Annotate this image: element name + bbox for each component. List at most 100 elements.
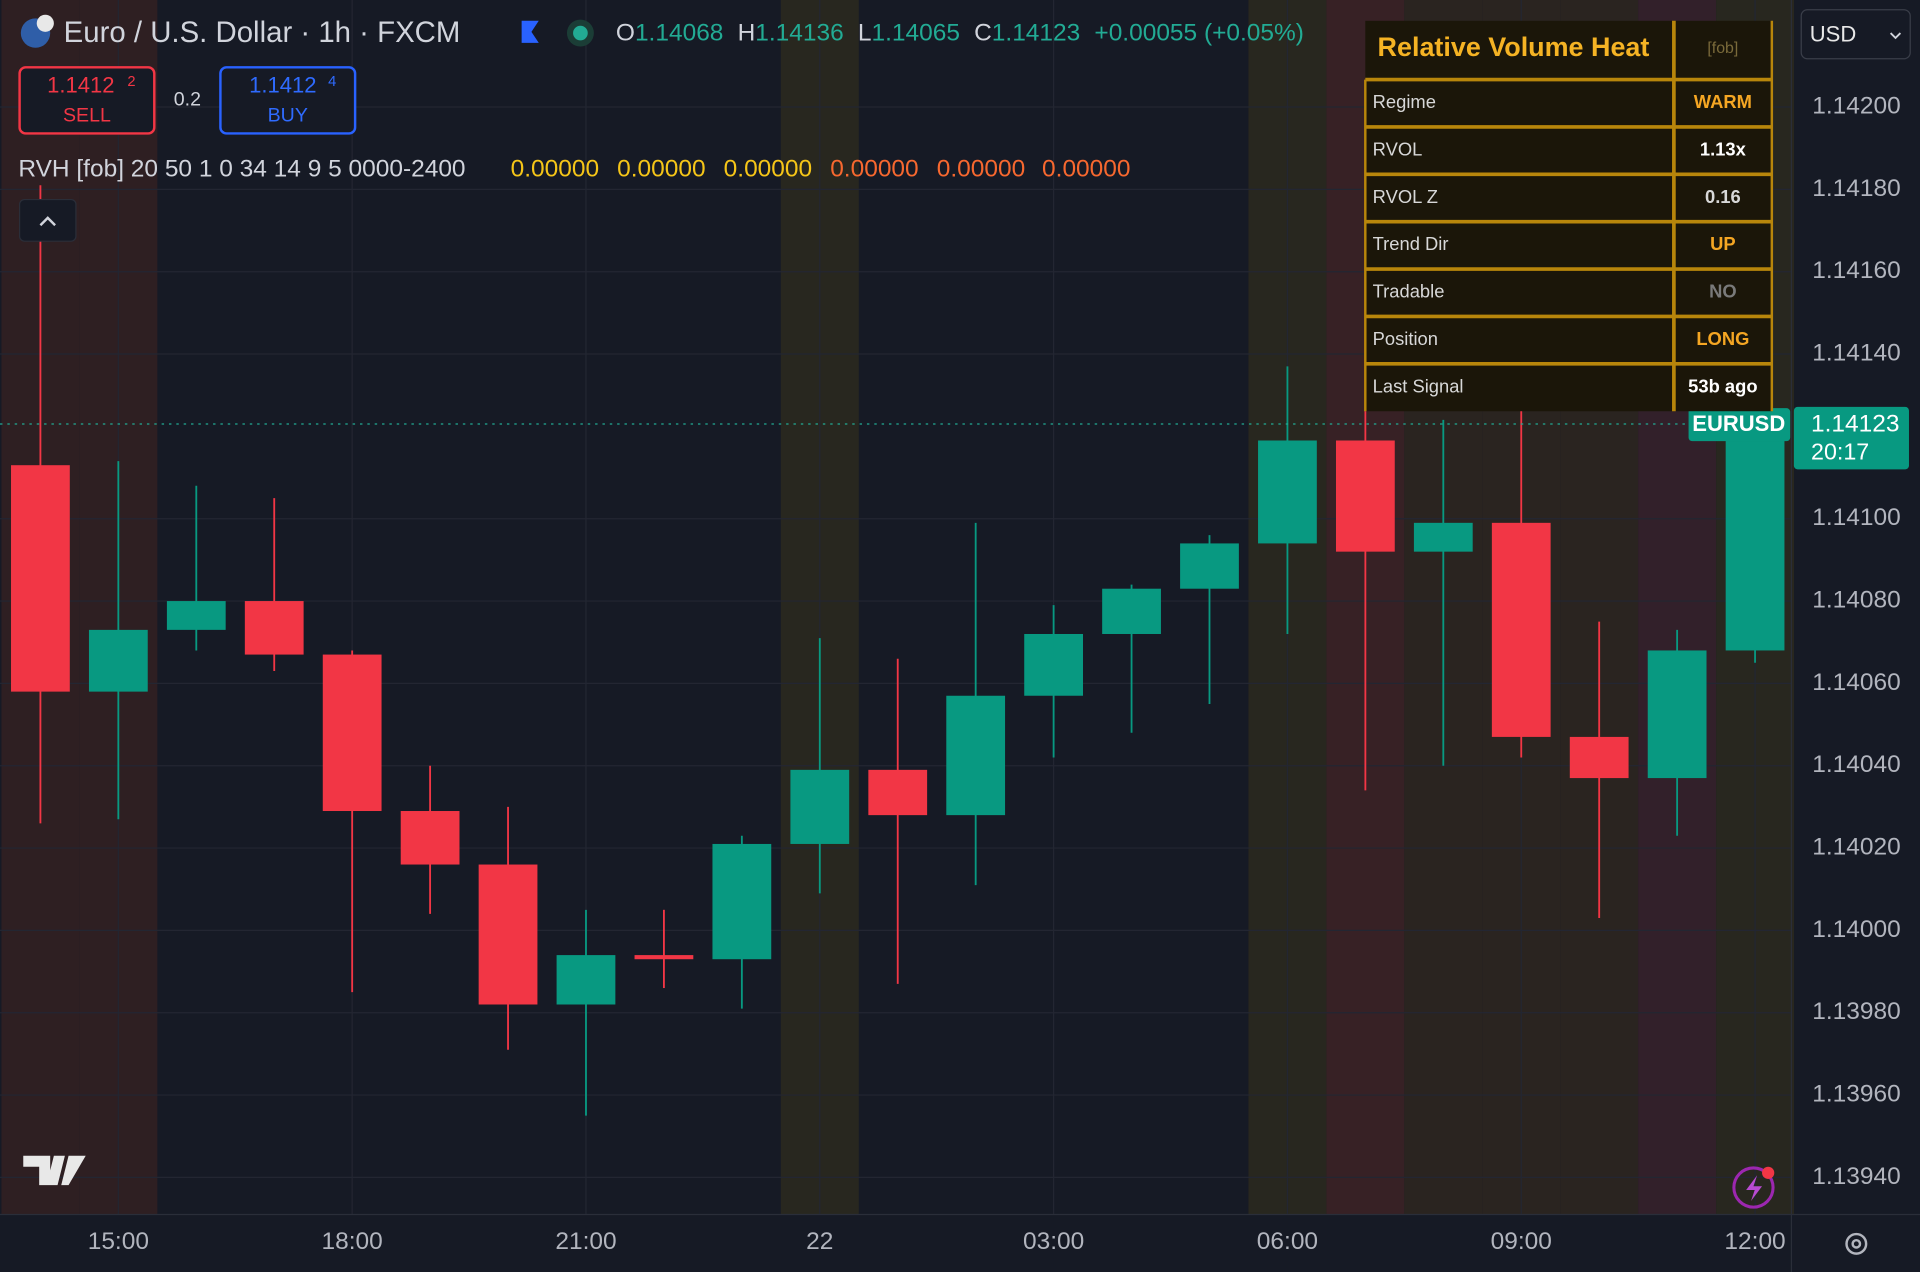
indicator-label: RVH [fob] 20 50 1 0 34 14 9 5 0000-2400 (18, 156, 465, 183)
candle-body (1335, 440, 1395, 552)
indicator-value: 0.00000 (617, 156, 705, 183)
candle-body (88, 629, 148, 692)
buy-button[interactable] (219, 66, 357, 135)
x-tick-label: 22 (806, 1228, 833, 1255)
indicator-value: 0.00000 (937, 156, 1025, 183)
candle-body (868, 769, 928, 816)
candle-body (712, 843, 772, 960)
y-tick-label: 1.14180 (1812, 175, 1900, 202)
table-row-label: Regime (1373, 91, 1436, 112)
y-tick-label: 1.13940 (1812, 1163, 1900, 1190)
sell-label[interactable]: SELL (63, 104, 111, 126)
table-tag: [fob] (1707, 40, 1738, 57)
ohlc-label: C (974, 20, 992, 47)
price-tag-countdown: 20:17 (1811, 439, 1869, 465)
table-row-value: 0.16 (1705, 186, 1741, 207)
x-tick-label: 06:00 (1257, 1228, 1318, 1255)
dropdown-arrow[interactable] (1889, 32, 1902, 40)
candle-body (478, 864, 538, 1005)
candle-body (1024, 633, 1083, 696)
indicator-value: 0.00000 (511, 156, 599, 183)
sell-pip[interactable]: 2 (127, 74, 135, 90)
sell-button[interactable] (18, 66, 156, 135)
buy-price[interactable]: 1.1412 (249, 73, 316, 98)
logo[interactable] (23, 1155, 86, 1186)
buy-pip[interactable]: 4 (328, 74, 336, 90)
candle-body (556, 955, 616, 1005)
settings-button[interactable] (1845, 1232, 1868, 1255)
currency-label[interactable]: USD (1810, 21, 1856, 46)
spread: 0.2 (174, 89, 201, 111)
y-tick-label: 1.14100 (1812, 504, 1900, 531)
candle-body (1180, 543, 1239, 589)
y-tick-label: 1.14140 (1812, 340, 1900, 367)
candle-body (1725, 424, 1785, 651)
y-tick-label: 1.14160 (1812, 257, 1900, 284)
symbol-tag (1688, 408, 1791, 442)
ohlc-change: +0.00055 (+0.05%) (1094, 20, 1304, 47)
candle-body (1102, 588, 1161, 634)
notification-dot (1762, 1166, 1775, 1179)
y-tick-label: 1.14000 (1812, 916, 1900, 943)
ohlc-label: O (616, 20, 635, 47)
y-tick-label: 1.14080 (1812, 587, 1900, 614)
ohlc-value: 1.14065 (871, 20, 959, 47)
candle-body (322, 654, 382, 812)
currency-dropdown[interactable] (1800, 9, 1911, 60)
candle-body (1491, 522, 1551, 737)
symbol-title: Euro / U.S. Dollar · 1h · FXCM (64, 16, 461, 49)
candle-body (1258, 440, 1317, 544)
candle-body (166, 601, 226, 630)
candle-body (634, 955, 694, 960)
table-row-value: NO (1709, 281, 1737, 302)
y-tick-label: 1.14040 (1812, 751, 1900, 778)
collapse-icon[interactable] (39, 216, 56, 227)
ohlc-value: 1.14136 (755, 20, 843, 47)
collapse-button[interactable] (18, 198, 77, 242)
table-bg (1365, 20, 1772, 412)
lightning-button[interactable] (1732, 1166, 1775, 1209)
symbol-icon (36, 14, 54, 32)
ohlc-label: H (738, 20, 756, 47)
lightning-icon[interactable] (1746, 1175, 1763, 1201)
indicator-value: 0.00000 (830, 156, 918, 183)
x-tick-label: 15:00 (88, 1228, 149, 1255)
x-tick-label: 12:00 (1724, 1228, 1785, 1255)
x-tick-label: 21:00 (555, 1228, 616, 1255)
y-tick-label: 1.13960 (1812, 1081, 1900, 1108)
candle-body (400, 811, 460, 865)
buy-label[interactable]: BUY (268, 104, 308, 126)
ohlc-value: 1.14068 (635, 20, 723, 47)
table-row-label: RVOL Z (1373, 186, 1438, 207)
table-title: Relative Volume Heat (1378, 32, 1650, 62)
x-tick-label: 03:00 (1023, 1228, 1084, 1255)
x-tick-label: 18:00 (322, 1228, 383, 1255)
ohlc: O1.14068 H1.14136 L1.14065 C1.14123 +0.0… (616, 20, 1304, 47)
ohlc-value: 1.14123 (992, 20, 1080, 47)
candle-body (1569, 736, 1629, 779)
price-tag-value: 1.14123 (1811, 411, 1899, 438)
candle-body (790, 769, 850, 844)
table-row-value: WARM (1694, 91, 1752, 112)
candle-body (1647, 650, 1707, 779)
table-row-value: LONG (1696, 328, 1749, 349)
candle-body (946, 695, 1006, 816)
y-tick-label: 1.14200 (1812, 93, 1900, 120)
indicator-value: 0.00000 (724, 156, 812, 183)
settings-icon[interactable] (1851, 1238, 1862, 1249)
flag-icon[interactable] (514, 20, 539, 43)
sell-price[interactable]: 1.1412 (47, 73, 114, 98)
price-tag (1793, 406, 1909, 470)
y-tick-label: 1.14020 (1812, 834, 1900, 861)
ohlc-label: L (858, 20, 872, 47)
candle-body (244, 601, 304, 655)
table-row-label: Last Signal (1373, 375, 1464, 396)
table-row-label: RVOL (1373, 138, 1423, 159)
table-row-label: Position (1373, 328, 1438, 349)
table-row-label: Trend Dir (1373, 233, 1449, 254)
status-dot (573, 25, 588, 41)
